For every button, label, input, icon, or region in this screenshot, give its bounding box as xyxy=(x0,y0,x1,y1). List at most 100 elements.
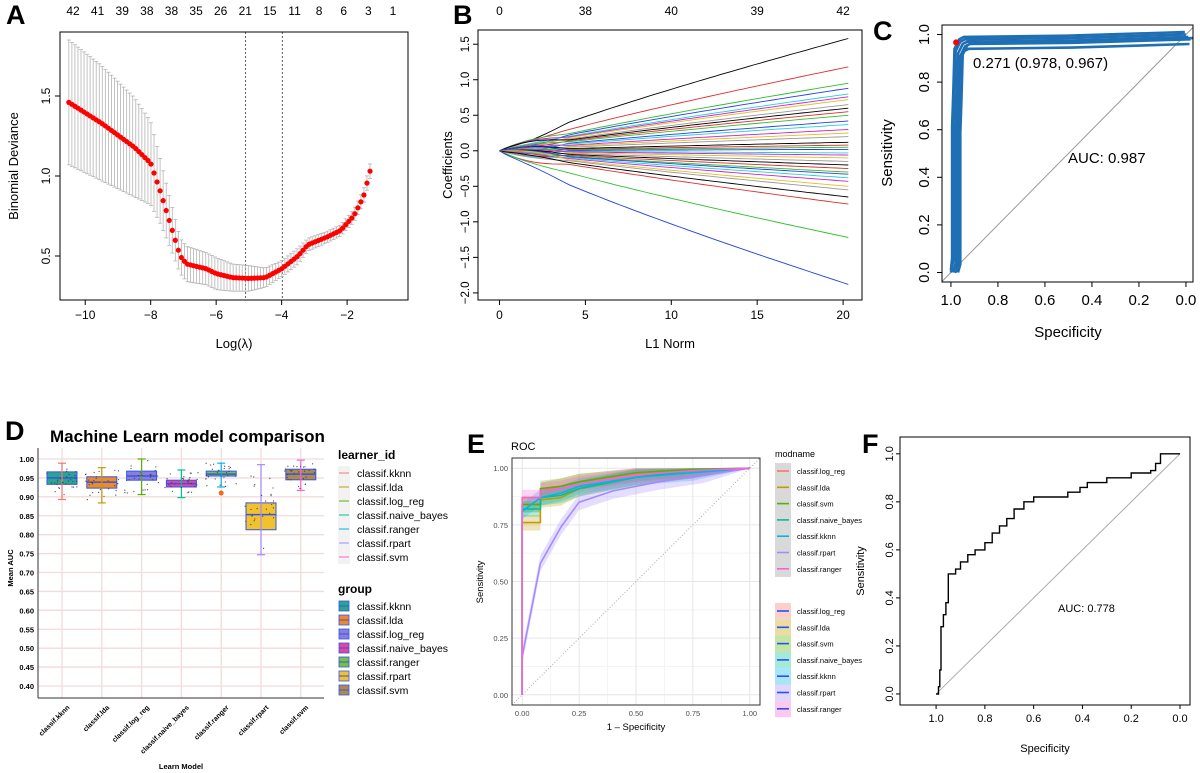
f-xlabel: Specificity xyxy=(1020,743,1070,755)
panel-a-plot: −10 −8 −6 −4 −20.51.01.542 41 39 38 38 35 26 21 15 11… xyxy=(39,4,409,322)
jitter-point xyxy=(50,482,53,484)
y-tick-label: 0.4 xyxy=(884,590,896,605)
deviance-point xyxy=(300,247,306,253)
jitter-point xyxy=(144,489,146,491)
legend-item-label: classif.ranger xyxy=(797,705,842,714)
coefficient-path xyxy=(499,104,849,152)
jitter-point xyxy=(65,470,68,472)
jitter-point xyxy=(46,472,48,474)
jitter-point xyxy=(216,471,218,473)
top-axis-label: 26 xyxy=(214,4,228,18)
jitter-point xyxy=(287,465,289,467)
jitter-point xyxy=(305,476,307,478)
jitter-point xyxy=(224,485,227,487)
x-tick-label: 1.00 xyxy=(742,709,757,718)
b-ylabel: Coefficients xyxy=(440,131,455,199)
y-tick-label: 1.0 xyxy=(39,167,53,184)
jitter-point xyxy=(91,483,93,485)
coefficient-path xyxy=(499,107,849,152)
legend-item-label: classif.naive_bayes xyxy=(357,510,448,522)
jitter-point xyxy=(251,514,253,517)
chart-marks: −10 −8 −6 −4 −20.51.01.542 41 39 38 38 35 26 21 15 11… xyxy=(19,4,1196,756)
legend-item-label: classif.naive_bayes xyxy=(357,643,448,655)
jitter-point xyxy=(182,477,184,480)
jitter-point xyxy=(304,483,306,485)
jitter-point xyxy=(124,491,126,494)
coefficient-path xyxy=(499,144,849,153)
jitter-point xyxy=(171,490,173,492)
jitter-point xyxy=(272,507,274,509)
x-tick-label: 0.6 xyxy=(1035,292,1056,309)
jitter-point xyxy=(250,475,252,477)
x-tick-label: classif.rpart xyxy=(237,704,270,737)
x-tick-label: −2 xyxy=(340,308,354,322)
y-tick-label: 1.0 xyxy=(884,446,896,461)
jitter-point xyxy=(174,483,176,485)
jitter-point xyxy=(133,490,135,493)
deviance-point xyxy=(169,227,175,233)
d-legend-group-title: group xyxy=(338,582,372,596)
jitter-point xyxy=(115,489,117,492)
y-tick-label: 0.60 xyxy=(19,606,34,615)
deviance-point xyxy=(343,222,349,228)
y-tick-label: 0.55 xyxy=(19,625,34,634)
x-tick-label: 0.25 xyxy=(572,709,587,718)
deviance-point xyxy=(145,157,151,164)
legend-item-label: classif.log_reg xyxy=(357,629,424,641)
jitter-point xyxy=(168,484,170,486)
jitter-point xyxy=(149,476,152,478)
jitter-point xyxy=(304,466,306,468)
roc-line xyxy=(521,467,750,695)
x-tick-label: 5 xyxy=(582,308,589,322)
y-tick-label: 0.80 xyxy=(19,531,34,540)
jitter-point xyxy=(272,487,274,489)
jitter-point xyxy=(187,479,190,481)
top-axis-label: 41 xyxy=(91,4,105,18)
jitter-point xyxy=(272,500,275,502)
jitter-point xyxy=(290,470,292,472)
jitter-point xyxy=(88,479,90,481)
jitter-point xyxy=(250,508,252,511)
y-tick-label: 0.25 xyxy=(493,634,508,643)
roc-curve xyxy=(956,36,1194,273)
jitter-point xyxy=(260,494,263,496)
jitter-point xyxy=(298,485,300,488)
plot-box xyxy=(941,24,1194,283)
jitter-point xyxy=(164,487,166,489)
coefficient-path xyxy=(499,150,849,162)
jitter-point xyxy=(98,470,100,472)
jitter-point xyxy=(190,491,193,493)
jitter-point xyxy=(85,480,87,482)
legend-item-label: classif.ranger xyxy=(357,657,420,669)
coefficient-path xyxy=(499,150,849,179)
jitter-point xyxy=(117,482,119,485)
top-axis-label: 38 xyxy=(165,4,179,18)
legend-item-label: classif.kknn xyxy=(357,468,411,480)
coefficient-path xyxy=(499,149,849,156)
y-tick-label: 0.65 xyxy=(19,587,34,596)
jitter-point xyxy=(196,478,198,480)
y-tick-label: 0.00 xyxy=(493,691,508,700)
x-tick-label: 0.2 xyxy=(1124,713,1139,725)
deviance-point xyxy=(361,192,367,198)
roc-line xyxy=(521,467,750,695)
jitter-point xyxy=(92,482,94,484)
jitter-point xyxy=(205,462,207,464)
legend-item-label: classif.rpart xyxy=(797,549,836,558)
jitter-point xyxy=(180,486,182,489)
jitter-point xyxy=(114,485,116,487)
jitter-point xyxy=(224,465,226,467)
x-tick-label: 0.00 xyxy=(515,709,530,718)
jitter-point xyxy=(229,466,232,469)
x-tick-label: classif.log_reg xyxy=(111,704,151,744)
c-best-label: 0.271 (0.978, 0.967) xyxy=(973,55,1108,72)
coefficient-path xyxy=(499,149,849,175)
jitter-point xyxy=(311,463,314,465)
top-axis-label: 38 xyxy=(579,4,593,18)
c-ylabel: Sensitivity xyxy=(879,119,896,187)
jitter-point xyxy=(118,478,120,481)
jitter-point xyxy=(72,486,75,488)
deviance-point xyxy=(160,198,166,204)
top-axis-label: 40 xyxy=(665,4,679,18)
coefficient-path xyxy=(499,120,849,152)
